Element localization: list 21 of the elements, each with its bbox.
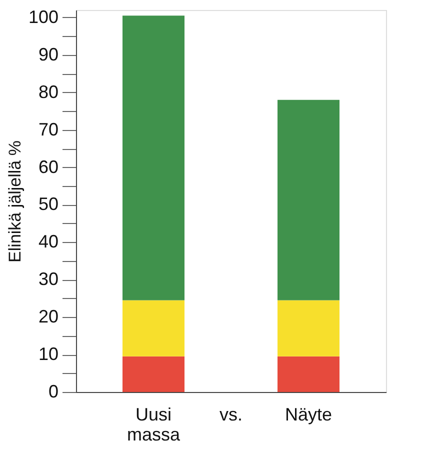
bar — [278, 300, 340, 356]
y-axis-title: Elinikä jäljellä % — [5, 140, 24, 262]
y-tick-label: 10 — [38, 344, 58, 364]
y-tick-label: 60 — [38, 156, 58, 177]
y-tick-label: 80 — [38, 82, 58, 102]
x-tick-label: vs. — [219, 404, 243, 424]
y-tick-label: 70 — [38, 119, 58, 140]
y-tick-label: 100 — [28, 6, 58, 27]
y-tick-label: 90 — [38, 44, 58, 64]
x-tick-label: Näyte — [284, 404, 332, 424]
y-tick-label: 30 — [38, 269, 58, 290]
y-tick-label: 0 — [48, 382, 58, 402]
bar — [122, 356, 184, 392]
y-tick-label: 50 — [38, 194, 58, 214]
bar — [278, 100, 340, 300]
bar — [122, 300, 184, 356]
bar — [278, 356, 340, 392]
y-tick-label: 40 — [38, 232, 58, 252]
bar — [122, 16, 184, 300]
y-tick-label: 20 — [38, 306, 58, 327]
x-tick-label: Uusi massa — [126, 404, 181, 444]
